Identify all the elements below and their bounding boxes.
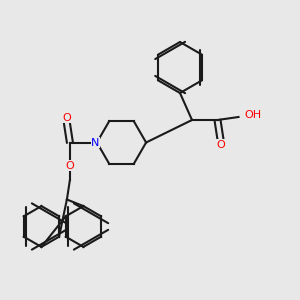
Text: O: O <box>216 140 225 150</box>
Text: OH: OH <box>244 110 262 121</box>
Text: O: O <box>62 112 71 123</box>
Text: O: O <box>65 161 74 171</box>
Text: N: N <box>91 137 100 148</box>
